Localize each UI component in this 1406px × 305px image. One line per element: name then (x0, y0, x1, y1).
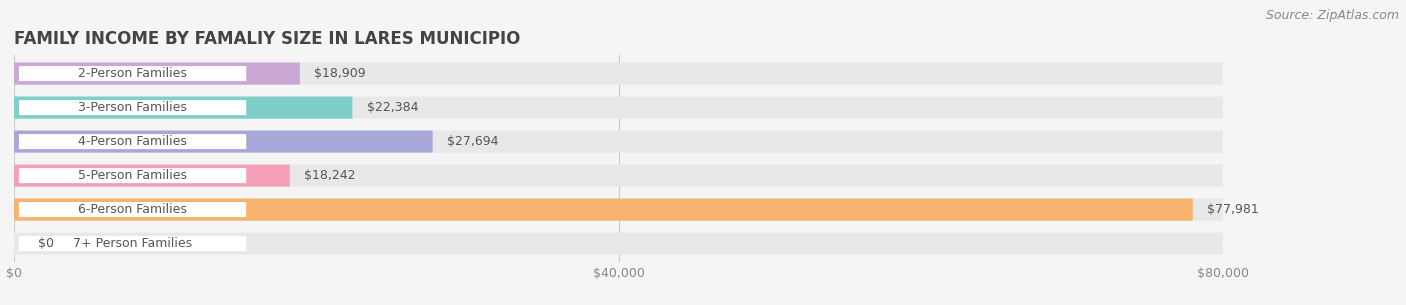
FancyBboxPatch shape (14, 199, 1223, 221)
FancyBboxPatch shape (14, 232, 1223, 255)
Text: $18,909: $18,909 (315, 67, 366, 80)
FancyBboxPatch shape (18, 100, 246, 115)
Text: 7+ Person Families: 7+ Person Families (73, 237, 193, 250)
Text: 3-Person Families: 3-Person Families (79, 101, 187, 114)
Text: 6-Person Families: 6-Person Families (79, 203, 187, 216)
FancyBboxPatch shape (18, 236, 246, 251)
Text: $0: $0 (38, 237, 55, 250)
FancyBboxPatch shape (18, 66, 246, 81)
FancyBboxPatch shape (14, 165, 290, 187)
Text: 4-Person Families: 4-Person Families (79, 135, 187, 148)
Text: 2-Person Families: 2-Person Families (79, 67, 187, 80)
FancyBboxPatch shape (18, 134, 246, 149)
FancyBboxPatch shape (14, 199, 1192, 221)
Text: FAMILY INCOME BY FAMALIY SIZE IN LARES MUNICIPIO: FAMILY INCOME BY FAMALIY SIZE IN LARES M… (14, 30, 520, 48)
FancyBboxPatch shape (18, 168, 246, 183)
Text: 5-Person Families: 5-Person Families (79, 169, 187, 182)
FancyBboxPatch shape (14, 131, 433, 152)
Text: $18,242: $18,242 (304, 169, 356, 182)
Text: Source: ZipAtlas.com: Source: ZipAtlas.com (1265, 9, 1399, 22)
FancyBboxPatch shape (18, 202, 246, 217)
FancyBboxPatch shape (14, 97, 353, 119)
Text: $27,694: $27,694 (447, 135, 499, 148)
FancyBboxPatch shape (14, 165, 1223, 187)
FancyBboxPatch shape (14, 63, 299, 85)
FancyBboxPatch shape (14, 97, 1223, 119)
FancyBboxPatch shape (14, 63, 1223, 85)
Text: $22,384: $22,384 (367, 101, 419, 114)
FancyBboxPatch shape (14, 131, 1223, 152)
Text: $77,981: $77,981 (1208, 203, 1258, 216)
